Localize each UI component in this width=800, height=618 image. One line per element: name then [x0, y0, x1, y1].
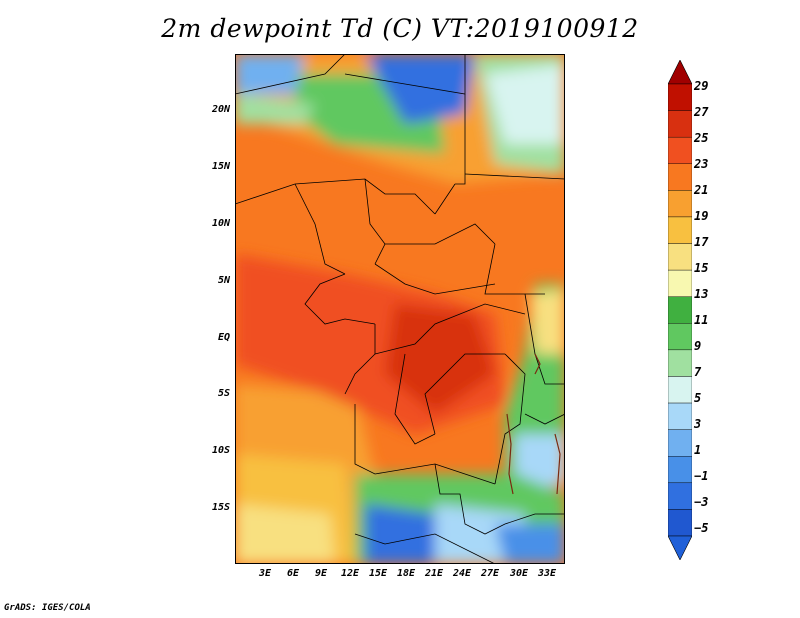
colorbar-box — [668, 110, 692, 138]
lat-label-eq: EQ — [217, 332, 230, 343]
colorbar-label-13: 13 — [694, 287, 709, 301]
colorbar-box — [668, 376, 692, 404]
lat-label-20n: 20N — [211, 104, 230, 115]
footer-credit: GrADS: IGES/COLA — [4, 603, 91, 613]
colorbar-top-triangle — [668, 60, 692, 85]
country-borders — [235, 54, 565, 564]
colorbar-box — [668, 83, 692, 111]
colorbar-label-neg1: −1 — [694, 469, 709, 483]
colorbar-label-19: 19 — [694, 209, 709, 223]
lon-label-3e: 3E — [258, 568, 272, 579]
colorbar-label-15: 15 — [694, 261, 709, 275]
lat-label-15s: 15S — [211, 502, 230, 513]
lat-label-10s: 10S — [211, 445, 230, 456]
colorbar-box — [668, 163, 692, 191]
colorbar-box — [668, 429, 692, 457]
lat-label-10n: 10N — [211, 218, 230, 229]
map-frame — [235, 54, 565, 564]
colorbar — [668, 60, 692, 560]
lon-label-12e: 12E — [340, 568, 360, 579]
lat-label-15n: 15N — [211, 161, 230, 172]
colorbar-label-7: 7 — [694, 365, 702, 379]
colorbar-label-23: 23 — [694, 157, 709, 171]
colorbar-box — [668, 402, 692, 430]
colorbar-label-17: 17 — [694, 235, 709, 249]
colorbar-label-neg5: −5 — [694, 521, 709, 535]
lon-label-9e: 9E — [314, 568, 328, 579]
lat-label-5n: 5N — [217, 275, 230, 286]
colorbar-bottom-triangle — [668, 535, 692, 560]
lon-label-6e: 6E — [286, 568, 300, 579]
colorbar-label-9: 9 — [694, 339, 702, 353]
lon-label-24e: 24E — [452, 568, 472, 579]
lakes — [506, 353, 561, 495]
lat-label-5s: 5S — [217, 388, 230, 399]
colorbar-label-27: 27 — [694, 105, 709, 119]
colorbar-label-1: 1 — [694, 443, 702, 457]
colorbar-box — [668, 509, 692, 537]
colorbar-label-5: 5 — [694, 391, 702, 405]
colorbar-box — [668, 243, 692, 271]
colorbar-box — [668, 296, 692, 324]
lon-label-15e: 15E — [368, 568, 388, 579]
lon-label-21e: 21E — [424, 568, 444, 579]
colorbar-label-neg3: −3 — [694, 495, 709, 509]
colorbar-box — [668, 136, 692, 164]
colorbar-box — [668, 456, 692, 484]
colorbar-label-3: 3 — [694, 417, 702, 431]
colorbar-box — [668, 323, 692, 351]
dewpoint-field — [235, 54, 565, 564]
colorbar-box — [668, 190, 692, 218]
colorbar-label-25: 25 — [694, 131, 709, 145]
colorbar-box — [668, 269, 692, 297]
colorbar-box — [668, 216, 692, 244]
colorbar-box — [668, 349, 692, 377]
lon-label-27e: 27E — [480, 568, 500, 579]
lon-label-18e: 18E — [396, 568, 416, 579]
colorbar-label-21: 21 — [694, 183, 709, 197]
colorbar-label-11: 11 — [694, 313, 709, 327]
dewpoint-map — [235, 54, 565, 564]
lon-label-33e: 33E — [537, 568, 557, 579]
colorbar-label-29: 29 — [694, 79, 709, 93]
colorbar-box — [668, 482, 692, 510]
map-title: 2m dewpoint Td (C) VT:2019100912 — [161, 14, 639, 43]
lon-label-30e: 30E — [509, 568, 529, 579]
